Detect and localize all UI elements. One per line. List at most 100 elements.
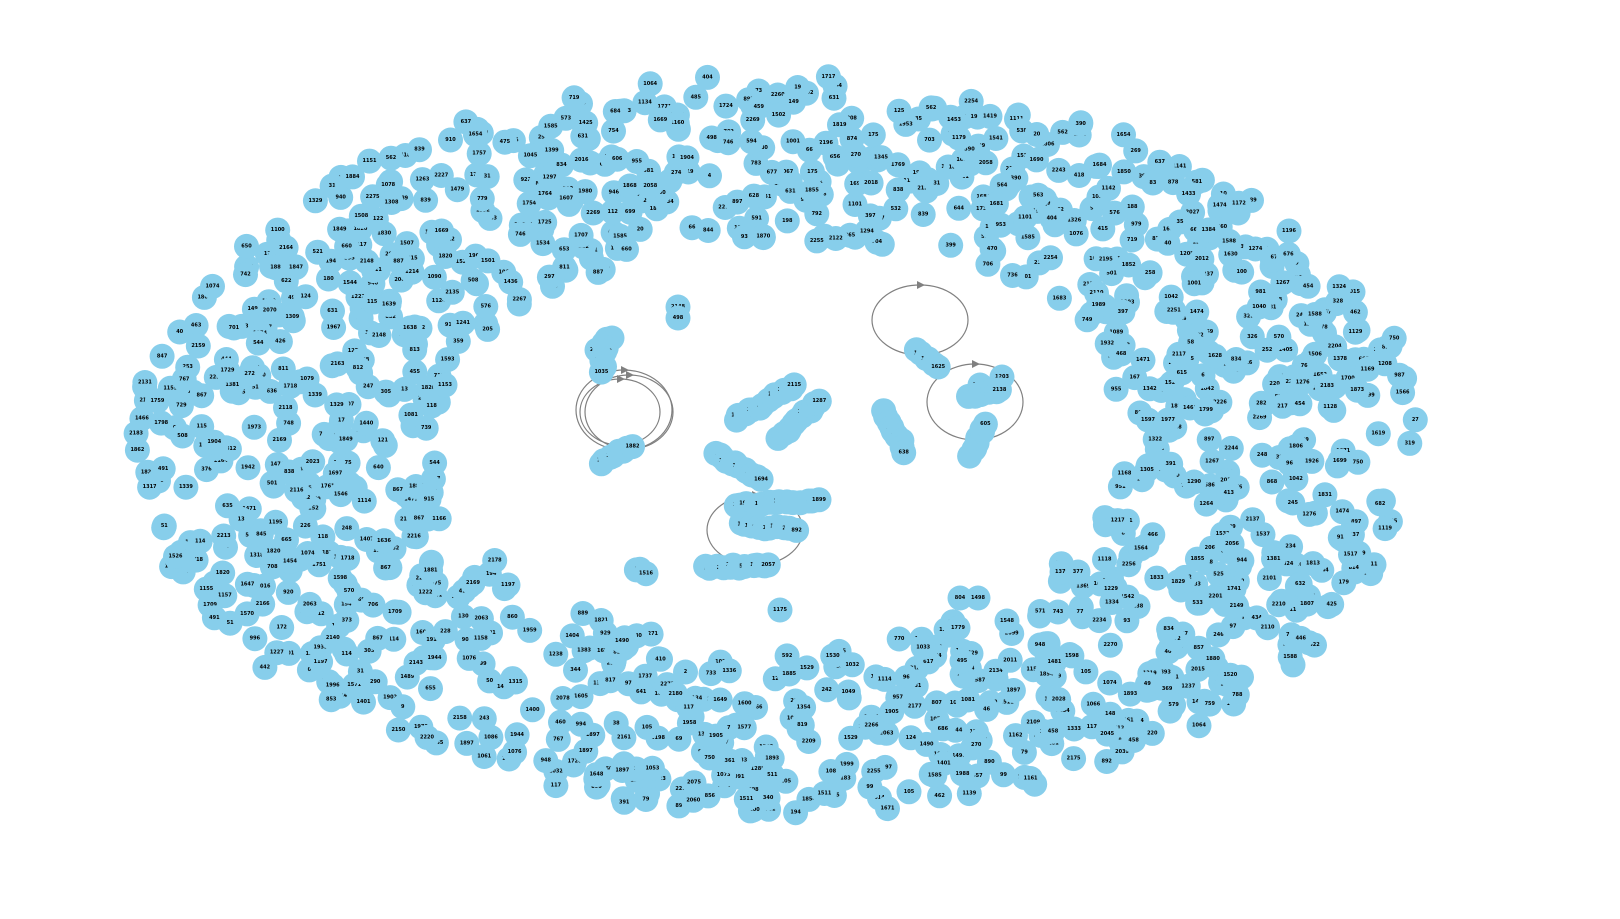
node-circle <box>382 599 408 625</box>
node-label: 573 <box>561 115 572 121</box>
node-label: 2122 <box>369 216 383 222</box>
node-label: 85 <box>915 116 922 122</box>
node-label: 890 <box>984 759 995 765</box>
node-label: 2252 <box>305 506 319 512</box>
node-label: 2116 <box>290 488 304 494</box>
node-circle <box>545 726 571 752</box>
node-label: 12 <box>318 611 325 617</box>
node-label: 746 <box>515 231 526 237</box>
node-label: 979 <box>1131 222 1142 228</box>
node-label: 838 <box>893 187 904 193</box>
node-label: 606 <box>612 156 623 162</box>
node-label: 1142 <box>1102 185 1116 191</box>
node-label: 1433 <box>1182 191 1196 197</box>
graph-node: 1290 <box>1181 469 1207 495</box>
node-label: 1129 <box>1348 329 1362 335</box>
graph-node: 2018 <box>858 170 884 196</box>
node-circle <box>378 145 404 171</box>
graph-node: 1114 <box>351 488 377 514</box>
node-circle <box>1065 559 1091 585</box>
node-label: 175 <box>868 132 879 138</box>
graph-node: 1064 <box>637 71 663 97</box>
node-label: 2140 <box>326 635 340 641</box>
node-label: 1195 <box>269 519 283 525</box>
node-circle <box>673 659 698 685</box>
node-label: 586 <box>1204 483 1215 489</box>
graph-node: 31 <box>474 164 500 190</box>
node-circle <box>1242 236 1268 262</box>
node-label: 253 <box>182 364 193 370</box>
node-label: 1035 <box>594 369 608 375</box>
node-circle <box>543 641 569 667</box>
node-label: 1139 <box>962 791 976 797</box>
node-label: 495 <box>957 658 968 664</box>
graph-node: 1605 <box>568 684 594 710</box>
graph-node: 2070 <box>257 298 283 324</box>
node-label: 108 <box>826 769 837 775</box>
node-circle <box>963 732 989 758</box>
node-circle <box>1167 209 1193 235</box>
node-circle <box>1027 632 1053 658</box>
node-circle <box>1134 671 1160 697</box>
graph-node: 867 <box>365 625 391 651</box>
node-circle <box>418 676 443 702</box>
graph-node: 812 <box>345 355 371 381</box>
graph-node: 1179 <box>946 125 972 151</box>
graph-node: 779 <box>469 186 495 212</box>
node-label: 1288 <box>751 766 765 772</box>
node-label: 811 <box>559 265 570 271</box>
node-circle <box>815 64 841 90</box>
graph-node: 1852 <box>1116 252 1142 278</box>
node-label: 462 <box>1350 309 1361 315</box>
node-label: 867 <box>196 393 207 399</box>
graph-node: 813 <box>402 337 428 363</box>
node-circle <box>569 147 594 173</box>
node-label: 641 <box>636 689 647 695</box>
node-circle <box>536 264 562 290</box>
node-label: 58 <box>1187 339 1194 345</box>
node-label: 1831 <box>1318 492 1332 498</box>
node-label: 1119 <box>1378 526 1392 532</box>
graph-node: 1669 <box>647 107 673 133</box>
node-label: 1405 <box>1279 347 1293 353</box>
node-circle <box>986 377 1012 403</box>
graph-node: 703 <box>917 127 942 153</box>
node-circle <box>854 218 880 244</box>
node-circle <box>123 421 149 446</box>
graph-node: 1222 <box>413 580 438 606</box>
graph-node: 638 <box>891 440 917 466</box>
node-label: 238 <box>1133 603 1144 609</box>
node-circle <box>1291 353 1317 379</box>
node-circle <box>144 388 170 414</box>
node-circle <box>245 330 271 356</box>
node-circle <box>267 427 292 453</box>
graph-node: 2150 <box>385 717 411 743</box>
node-circle <box>715 130 741 156</box>
node-label: 415 <box>1098 226 1109 232</box>
node-label: 410 <box>655 656 666 662</box>
node-label: 1474 <box>270 462 284 468</box>
node-label: 562 <box>1057 129 1068 135</box>
node-label: 1741 <box>1227 586 1241 592</box>
graph-node: 2270 <box>1097 632 1123 658</box>
graph-node: 475 <box>492 129 518 155</box>
node-label: 2161 <box>617 735 631 741</box>
node-label: 1329 <box>330 402 344 408</box>
graph-node: 706 <box>360 592 386 618</box>
graph-node: 1294 <box>854 218 880 244</box>
node-label: 2117 <box>1172 351 1186 357</box>
node-label: 2159 <box>191 343 205 349</box>
graph-node: 2159 <box>185 333 211 359</box>
node-label: 1700 <box>1341 376 1355 382</box>
node-label: 2016 <box>575 157 589 163</box>
node-label: 614 <box>874 795 885 801</box>
node-label: 1305 <box>1140 467 1154 473</box>
graph-node: 2267 <box>506 287 532 312</box>
node-circle <box>252 654 278 680</box>
node-circle <box>759 159 785 185</box>
node-label: 31 <box>357 669 364 675</box>
node-label: 892 <box>1101 759 1112 765</box>
node-label: 2201 <box>1209 593 1223 599</box>
node-label: 1379 <box>1055 569 1069 575</box>
node-label: 749 <box>1082 317 1093 323</box>
